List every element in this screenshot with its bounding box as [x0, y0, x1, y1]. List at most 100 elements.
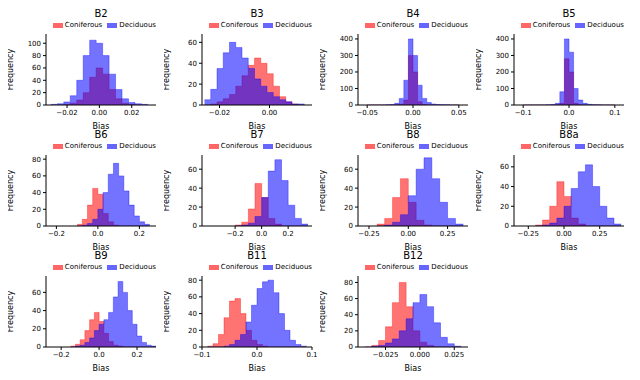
- svg-text:60: 60: [188, 293, 197, 301]
- svg-text:300: 300: [496, 52, 509, 60]
- svg-text:Bias: Bias: [561, 243, 578, 250]
- svg-text:0.2: 0.2: [134, 230, 145, 238]
- svg-text:Bias: Bias: [249, 364, 266, 371]
- svg-text:40: 40: [344, 185, 353, 193]
- svg-text:20: 20: [500, 203, 509, 211]
- svg-text:300: 300: [340, 52, 353, 60]
- svg-text:0.00: 0.00: [400, 230, 416, 238]
- svg-text:0: 0: [37, 222, 41, 230]
- svg-text:Frequency: Frequency: [320, 291, 327, 333]
- svg-text:Frequency: Frequency: [164, 170, 171, 212]
- svg-text:100: 100: [496, 85, 509, 93]
- svg-text:60: 60: [188, 166, 197, 174]
- svg-text:Frequency: Frequency: [320, 170, 327, 212]
- svg-text:Frequency: Frequency: [476, 170, 483, 212]
- svg-text:20: 20: [344, 204, 353, 212]
- svg-text:0.00: 0.00: [262, 109, 278, 117]
- svg-text:0: 0: [505, 101, 509, 109]
- svg-text:Bias: Bias: [405, 364, 422, 371]
- svg-text:0.00: 0.00: [556, 230, 572, 238]
- svg-text:20: 20: [188, 204, 197, 212]
- svg-text:60: 60: [188, 39, 197, 47]
- svg-text:0: 0: [193, 222, 197, 230]
- svg-text:400: 400: [496, 35, 509, 43]
- svg-text:40: 40: [188, 185, 197, 193]
- svg-text:40: 40: [32, 189, 41, 197]
- svg-text:Bias: Bias: [561, 122, 578, 129]
- svg-text:40: 40: [32, 77, 41, 85]
- svg-text:20: 20: [344, 327, 353, 335]
- svg-text:0: 0: [37, 101, 41, 109]
- svg-text:0.00: 0.00: [92, 109, 108, 117]
- svg-text:Frequency: Frequency: [8, 49, 15, 91]
- svg-text:Frequency: Frequency: [476, 49, 483, 91]
- svg-text:Frequency: Frequency: [8, 170, 15, 212]
- svg-text:60: 60: [500, 163, 509, 171]
- svg-text:0.025: 0.025: [444, 351, 464, 359]
- svg-text:Bias: Bias: [405, 122, 422, 129]
- svg-text:−0.2: −0.2: [53, 351, 70, 359]
- svg-text:Bias: Bias: [249, 243, 266, 250]
- svg-text:Frequency: Frequency: [164, 291, 171, 333]
- svg-text:40: 40: [344, 311, 353, 319]
- svg-text:0.2: 0.2: [131, 351, 142, 359]
- svg-text:Bias: Bias: [249, 122, 266, 129]
- svg-text:80: 80: [32, 156, 41, 164]
- svg-text:0: 0: [349, 101, 353, 109]
- svg-text:60: 60: [344, 295, 353, 303]
- svg-text:60: 60: [32, 289, 41, 297]
- svg-text:40: 40: [188, 310, 197, 318]
- svg-text:20: 20: [188, 81, 197, 89]
- svg-text:Bias: Bias: [93, 122, 110, 129]
- svg-text:0.02: 0.02: [124, 109, 140, 117]
- svg-text:0.0: 0.0: [94, 351, 105, 359]
- svg-text:0.25: 0.25: [592, 230, 608, 238]
- svg-text:0.000: 0.000: [410, 351, 430, 359]
- svg-text:80: 80: [188, 277, 197, 285]
- svg-text:20: 20: [188, 327, 197, 335]
- svg-text:−0.1: −0.1: [515, 109, 532, 117]
- svg-text:Bias: Bias: [93, 364, 110, 371]
- svg-text:−0.02: −0.02: [56, 109, 77, 117]
- svg-text:40: 40: [188, 60, 197, 68]
- svg-text:−0.2: −0.2: [227, 230, 244, 238]
- svg-text:0: 0: [193, 101, 197, 109]
- svg-text:0.0: 0.0: [256, 230, 267, 238]
- svg-text:20: 20: [32, 89, 41, 97]
- svg-text:0.25: 0.25: [440, 230, 456, 238]
- svg-text:Bias: Bias: [405, 243, 422, 250]
- svg-text:0.0: 0.0: [92, 230, 103, 238]
- svg-text:−0.05: −0.05: [356, 109, 377, 117]
- svg-text:−0.1: −0.1: [194, 351, 211, 359]
- svg-text:0.0: 0.0: [251, 351, 262, 359]
- svg-text:0.00: 0.00: [405, 109, 421, 117]
- svg-text:−0.25: −0.25: [358, 230, 379, 238]
- svg-text:−0.2: −0.2: [48, 230, 65, 238]
- svg-text:0.05: 0.05: [451, 109, 467, 117]
- svg-text:0: 0: [349, 343, 353, 351]
- svg-text:Frequency: Frequency: [164, 49, 171, 91]
- svg-text:0.1: 0.1: [306, 351, 317, 359]
- svg-text:40: 40: [32, 307, 41, 315]
- svg-text:200: 200: [496, 68, 509, 76]
- svg-text:100: 100: [28, 40, 41, 48]
- svg-text:60: 60: [344, 166, 353, 174]
- svg-text:−0.025: −0.025: [373, 351, 399, 359]
- svg-text:0.0: 0.0: [563, 109, 574, 117]
- svg-text:0: 0: [37, 343, 41, 351]
- svg-text:20: 20: [32, 206, 41, 214]
- svg-text:80: 80: [32, 52, 41, 60]
- svg-text:−0.02: −0.02: [209, 109, 230, 117]
- svg-text:Bias: Bias: [93, 243, 110, 250]
- svg-text:400: 400: [340, 35, 353, 43]
- svg-text:−0.25: −0.25: [518, 230, 539, 238]
- svg-text:0: 0: [193, 343, 197, 351]
- svg-text:20: 20: [32, 325, 41, 333]
- svg-text:Frequency: Frequency: [320, 49, 327, 91]
- svg-text:40: 40: [500, 183, 509, 191]
- svg-text:80: 80: [344, 279, 353, 287]
- svg-text:0.1: 0.1: [609, 109, 620, 117]
- svg-text:0: 0: [505, 222, 509, 230]
- svg-text:0: 0: [349, 222, 353, 230]
- svg-text:60: 60: [32, 64, 41, 72]
